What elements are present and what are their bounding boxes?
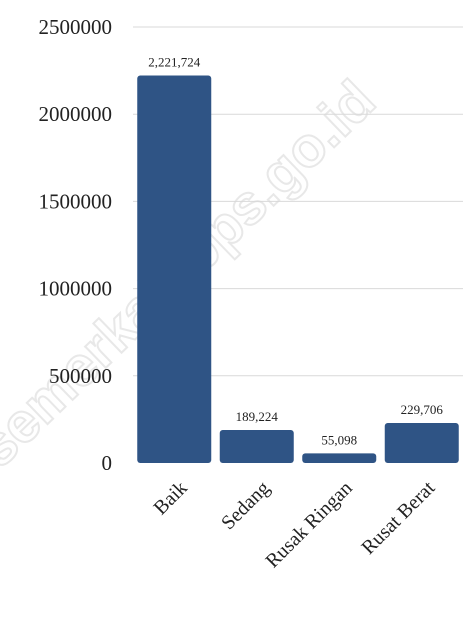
data-label: 229,706 bbox=[401, 402, 444, 417]
data-labels: 2,221,724 189,224 55,098 229,706 bbox=[148, 55, 443, 448]
category-label: Sedang bbox=[217, 477, 274, 534]
y-tick-label: 500000 bbox=[49, 364, 112, 388]
bar-baik bbox=[137, 75, 212, 463]
category-label: Rusak Ringan bbox=[261, 477, 356, 572]
data-label: 2,221,724 bbox=[148, 55, 201, 70]
y-tick-label: 0 bbox=[102, 451, 113, 475]
bar-sedang bbox=[219, 429, 294, 463]
data-label: 189,224 bbox=[236, 409, 279, 424]
y-tick-label: 2000000 bbox=[39, 102, 113, 126]
category-label: Baik bbox=[150, 477, 192, 519]
data-label: 55,098 bbox=[321, 432, 357, 447]
bar-rusak-ringan bbox=[302, 453, 377, 463]
y-tick-label: 2500000 bbox=[39, 15, 113, 39]
bars bbox=[137, 75, 459, 463]
y-tick-label: 1000000 bbox=[39, 277, 113, 301]
bar-rusat-berat bbox=[384, 422, 459, 463]
y-axis-ticks: 0 500000 1000000 1500000 2000000 2500000 bbox=[39, 15, 113, 475]
y-tick-label: 1500000 bbox=[39, 189, 113, 213]
category-label: Rusat Berat bbox=[357, 477, 439, 559]
